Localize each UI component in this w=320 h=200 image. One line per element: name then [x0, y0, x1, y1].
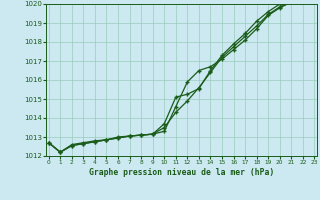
X-axis label: Graphe pression niveau de la mer (hPa): Graphe pression niveau de la mer (hPa) — [89, 168, 274, 177]
